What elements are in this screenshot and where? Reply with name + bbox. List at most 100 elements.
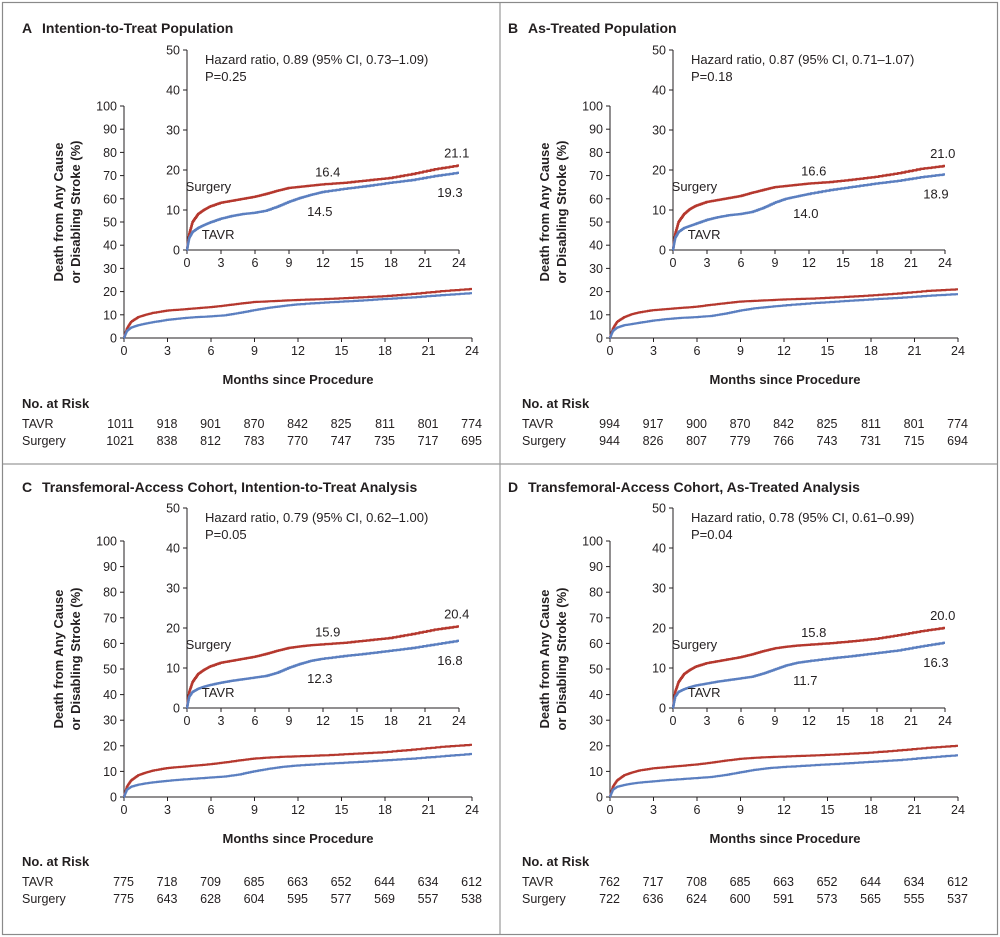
inset-ytick-label: 50 [652, 502, 666, 516]
inset-xtick-label: 18 [384, 256, 398, 270]
inset-xtick-label: 0 [184, 256, 191, 270]
main-xtick-label: 3 [164, 803, 171, 817]
inset-xtick-label: 6 [738, 714, 745, 728]
risk-value: 901 [200, 417, 221, 431]
tavr-series-label: TAVR [202, 227, 235, 242]
inset-ytick-label: 40 [652, 84, 666, 98]
surgery-24mo-label: 20.0 [930, 608, 955, 623]
risk-value: 708 [686, 875, 707, 889]
main-ytick-label: 0 [596, 332, 603, 346]
inset-xtick-label: 24 [452, 714, 466, 728]
inset-xtick-label: 18 [384, 714, 398, 728]
inset-xtick-label: 21 [904, 256, 918, 270]
risk-value: 612 [461, 875, 482, 889]
p-value-text: P=0.18 [691, 69, 733, 84]
risk-value: 591 [773, 892, 794, 906]
main-xtick-label: 24 [465, 344, 479, 358]
inset-xtick-label: 15 [836, 256, 850, 270]
risk-value: 565 [860, 892, 881, 906]
main-ytick-label: 80 [103, 146, 117, 160]
panel-title: Intention-to-Treat Population [42, 20, 233, 36]
panel-b: B As-Treated Population Death from Any Cau… [508, 20, 968, 448]
main-ytick-label: 90 [589, 123, 603, 137]
surgery-series-label: Surgery [186, 637, 232, 652]
risk-value: 685 [244, 875, 265, 889]
risk-value: 652 [817, 875, 838, 889]
main-ytick-label: 30 [589, 262, 603, 276]
main-ytick-label: 100 [96, 100, 117, 114]
inset-xtick-label: 21 [418, 256, 432, 270]
main-ytick-label: 80 [589, 586, 603, 600]
risk-value: 825 [331, 417, 352, 431]
risk-value: 743 [817, 434, 838, 448]
inset-ytick-label: 20 [652, 164, 666, 178]
risk-value: 825 [817, 417, 838, 431]
risk-value: 1021 [106, 434, 134, 448]
tavr-series-label: TAVR [688, 227, 721, 242]
inset-xtick-label: 6 [252, 256, 259, 270]
main-ytick-label: 10 [589, 308, 603, 322]
risk-table-header: No. at Risk [522, 396, 590, 411]
inset-ytick-label: 20 [166, 164, 180, 178]
panel-letter: A [22, 20, 32, 36]
hazard-ratio-text: Hazard ratio, 0.78 (95% CI, 0.61–0.99) [691, 510, 914, 525]
inset-ytick-label: 0 [659, 244, 666, 258]
main-xtick-label: 3 [650, 803, 657, 817]
main-ytick-label: 50 [103, 663, 117, 677]
risk-row-label: TAVR [22, 875, 53, 889]
inset-xtick-label: 3 [218, 256, 225, 270]
main-ytick-label: 0 [596, 791, 603, 805]
risk-value: 735 [374, 434, 395, 448]
risk-value: 994 [599, 417, 620, 431]
risk-value: 731 [860, 434, 881, 448]
y-axis-label-line2: or Disabling Stroke (%) [554, 587, 569, 730]
inset-ytick-label: 30 [166, 582, 180, 596]
risk-value: 870 [730, 417, 751, 431]
risk-value: 811 [861, 417, 881, 431]
panel-d: D Transfemoral-Access Cohort, As-Treated … [508, 479, 968, 906]
risk-value: 774 [461, 417, 482, 431]
risk-value: 807 [686, 434, 707, 448]
tavr-24mo-label: 16.3 [923, 655, 948, 670]
inset-xtick-label: 3 [704, 256, 711, 270]
main-ytick-label: 70 [103, 611, 117, 625]
main-xtick-label: 18 [864, 344, 878, 358]
p-value-text: P=0.04 [691, 527, 733, 542]
main-xtick-label: 12 [777, 344, 791, 358]
hazard-ratio-text: Hazard ratio, 0.89 (95% CI, 0.73–1.09) [205, 52, 428, 67]
risk-table-header: No. at Risk [22, 854, 90, 869]
tavr-24mo-label: 19.3 [437, 185, 462, 200]
main-ytick-label: 70 [589, 169, 603, 183]
risk-value: 944 [599, 434, 620, 448]
main-ytick-label: 20 [103, 285, 117, 299]
main-ytick-label: 0 [110, 791, 117, 805]
main-xtick-label: 9 [251, 803, 258, 817]
inset-series-surgery [672, 626, 945, 710]
risk-value: 775 [113, 875, 134, 889]
risk-value: 569 [374, 892, 395, 906]
main-xtick-label: 21 [422, 803, 436, 817]
risk-value: 779 [730, 434, 751, 448]
inset-series-tavr [186, 171, 459, 252]
y-axis-label-line2: or Disabling Stroke (%) [68, 587, 83, 730]
panel-title: As-Treated Population [528, 20, 677, 36]
risk-row-label: TAVR [522, 875, 553, 889]
panel-title: Transfemoral-Access Cohort, As-Treated A… [528, 479, 860, 495]
inset-series-tavr [672, 173, 945, 252]
risk-row-label: Surgery [22, 434, 67, 448]
y-axis-label: Death from Any Cause or Disabling Stroke … [537, 587, 569, 730]
inset-xtick-label: 3 [704, 714, 711, 728]
main-xtick-label: 9 [737, 344, 744, 358]
risk-value: 801 [904, 417, 925, 431]
inset-series-surgery [672, 164, 945, 252]
main-ytick-label: 70 [103, 169, 117, 183]
risk-value: 612 [947, 875, 968, 889]
main-ytick-label: 40 [103, 688, 117, 702]
inset-xtick-label: 9 [772, 714, 779, 728]
risk-value: 643 [157, 892, 178, 906]
surgery-series-label: Surgery [186, 179, 232, 194]
surgery-series-label: Surgery [672, 637, 718, 652]
tavr-series-label: TAVR [688, 685, 721, 700]
risk-value: 628 [200, 892, 221, 906]
